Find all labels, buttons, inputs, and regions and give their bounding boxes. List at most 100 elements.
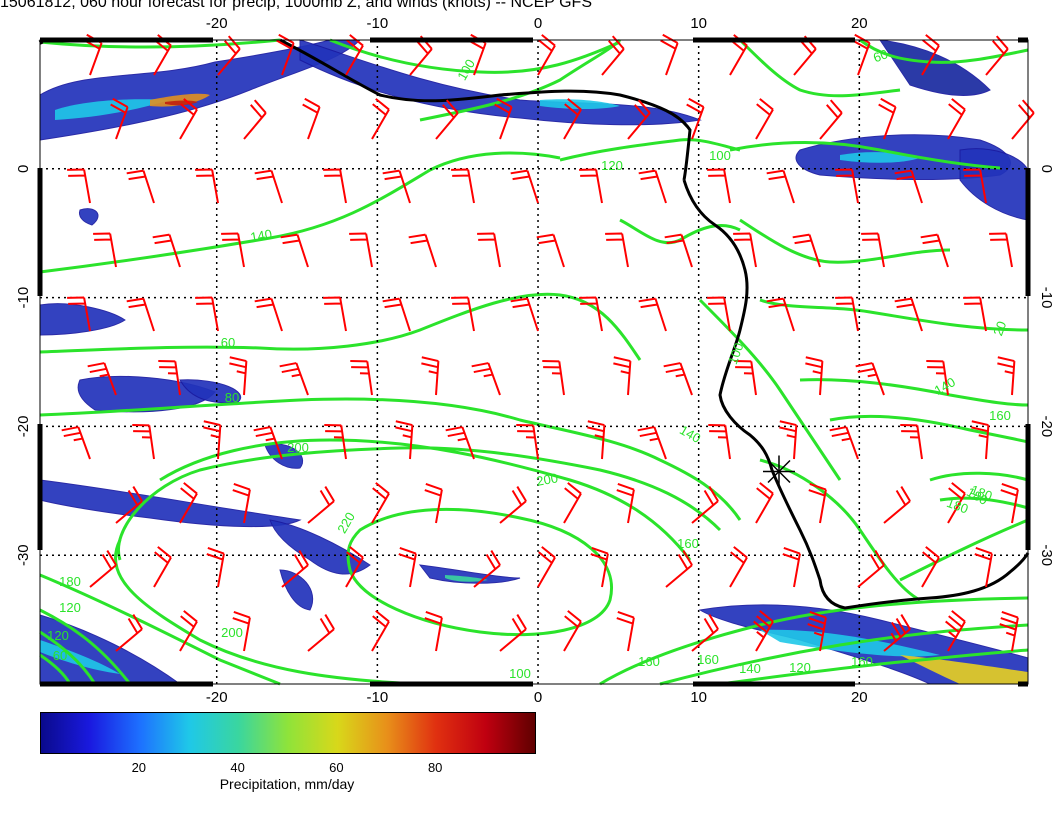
wind-barb bbox=[691, 614, 719, 652]
wind-barb bbox=[451, 296, 475, 332]
wind-barb bbox=[627, 99, 651, 140]
precip-patch bbox=[269, 519, 371, 575]
precip-core bbox=[540, 99, 620, 109]
wind-barb bbox=[279, 362, 309, 396]
wind-barb bbox=[232, 611, 251, 652]
wind-barb bbox=[499, 486, 527, 524]
contour-line bbox=[759, 458, 921, 602]
contour-label: 100 bbox=[709, 148, 731, 163]
wind-barb bbox=[323, 168, 347, 204]
contour-line bbox=[719, 648, 1029, 686]
map-frame bbox=[37, 37, 1031, 687]
wind-barb bbox=[920, 233, 949, 268]
wind-barb bbox=[395, 420, 414, 460]
wind-barb bbox=[324, 424, 347, 460]
wind-barb bbox=[616, 483, 635, 524]
contour-label: 80 bbox=[225, 390, 239, 405]
wind-barb bbox=[206, 547, 225, 588]
contour-label: 140 bbox=[739, 661, 761, 676]
wind-barb bbox=[835, 168, 859, 204]
contour-label: 200 bbox=[287, 440, 309, 455]
contour-line bbox=[659, 623, 1029, 686]
precip-patch bbox=[959, 148, 1029, 221]
wind-barb bbox=[471, 362, 501, 396]
wind-barb bbox=[349, 232, 373, 268]
lon-tick-label-bottom: 0 bbox=[534, 689, 542, 706]
wind-barb bbox=[708, 424, 731, 460]
wind-barb bbox=[229, 356, 248, 396]
wind-barb bbox=[371, 482, 390, 524]
wind-barb bbox=[894, 169, 923, 204]
wind-barb bbox=[691, 486, 719, 524]
contour-label: 160 bbox=[851, 654, 873, 669]
wind-barb bbox=[323, 296, 347, 332]
wind-barb bbox=[792, 233, 821, 268]
station-marker bbox=[762, 455, 795, 488]
wind-barb bbox=[963, 296, 987, 332]
wind-barb bbox=[542, 360, 565, 396]
contour-label: 100 bbox=[454, 57, 478, 83]
wind-barbs bbox=[61, 33, 1035, 652]
contour-line bbox=[39, 292, 642, 361]
wind-barb bbox=[510, 297, 539, 332]
wind-barb bbox=[997, 356, 1016, 396]
contour-label: 160 bbox=[989, 408, 1011, 423]
wind-barb bbox=[707, 168, 731, 204]
wind-barb bbox=[579, 296, 603, 332]
wind-barb bbox=[663, 362, 693, 396]
colorbar-tick-label: 40 bbox=[230, 760, 245, 775]
wind-barb bbox=[477, 232, 501, 268]
wind-barb bbox=[115, 614, 143, 652]
wind-barb bbox=[87, 362, 117, 396]
lat-tick-label-right: -10 bbox=[1038, 287, 1055, 309]
contour-line bbox=[739, 218, 951, 264]
contour-label: 160 bbox=[677, 536, 699, 551]
wind-barb bbox=[734, 360, 757, 396]
wind-barb bbox=[132, 424, 155, 460]
chart-title: 15061812, 060 hour forecast for precip, … bbox=[0, 0, 592, 11]
wind-barb bbox=[947, 482, 966, 524]
wind-barb bbox=[686, 97, 705, 140]
wind-barb bbox=[808, 483, 827, 524]
wind-barb bbox=[883, 486, 911, 524]
contour-label: 20 bbox=[990, 319, 1009, 338]
wind-barb bbox=[179, 482, 198, 524]
contour-label: 200 bbox=[535, 470, 559, 489]
contour-label: 120 bbox=[59, 600, 81, 615]
wind-barb bbox=[537, 546, 556, 588]
lon-tick-label-bottom: -10 bbox=[367, 689, 389, 706]
precip-patch bbox=[79, 208, 99, 226]
wind-barb bbox=[281, 550, 309, 588]
wind-barb bbox=[494, 97, 513, 140]
wind-barb bbox=[766, 169, 795, 204]
contour-line bbox=[39, 151, 561, 274]
contour-label: 160 bbox=[697, 652, 719, 667]
contour-line bbox=[329, 38, 621, 74]
contour-line bbox=[619, 218, 741, 245]
precip-patch bbox=[878, 39, 991, 96]
wind-barb bbox=[974, 547, 993, 588]
wind-barb bbox=[153, 546, 172, 588]
wind-barb bbox=[766, 297, 795, 332]
colorbar-tick-label: 60 bbox=[329, 760, 344, 775]
wind-barb bbox=[280, 233, 309, 268]
contour-line bbox=[159, 438, 692, 561]
precip-colorbar bbox=[40, 712, 536, 754]
wind-barb bbox=[421, 356, 440, 396]
contour-label: 180 bbox=[59, 574, 81, 589]
lat-tick-label-left: -20 bbox=[15, 416, 32, 438]
wind-barb bbox=[616, 611, 635, 652]
contour-label: 120 bbox=[47, 628, 69, 643]
wind-barb bbox=[921, 546, 940, 588]
wind-barb bbox=[152, 233, 181, 268]
wind-barb bbox=[855, 362, 885, 396]
wind-barb bbox=[947, 98, 966, 140]
contour-label: 100 bbox=[725, 341, 747, 367]
wind-barb bbox=[707, 296, 731, 332]
precip-core bbox=[900, 655, 1028, 684]
wind-barb bbox=[158, 360, 181, 396]
wind-barb bbox=[445, 426, 475, 460]
wind-barb bbox=[563, 482, 582, 524]
contour-line bbox=[939, 496, 1029, 510]
